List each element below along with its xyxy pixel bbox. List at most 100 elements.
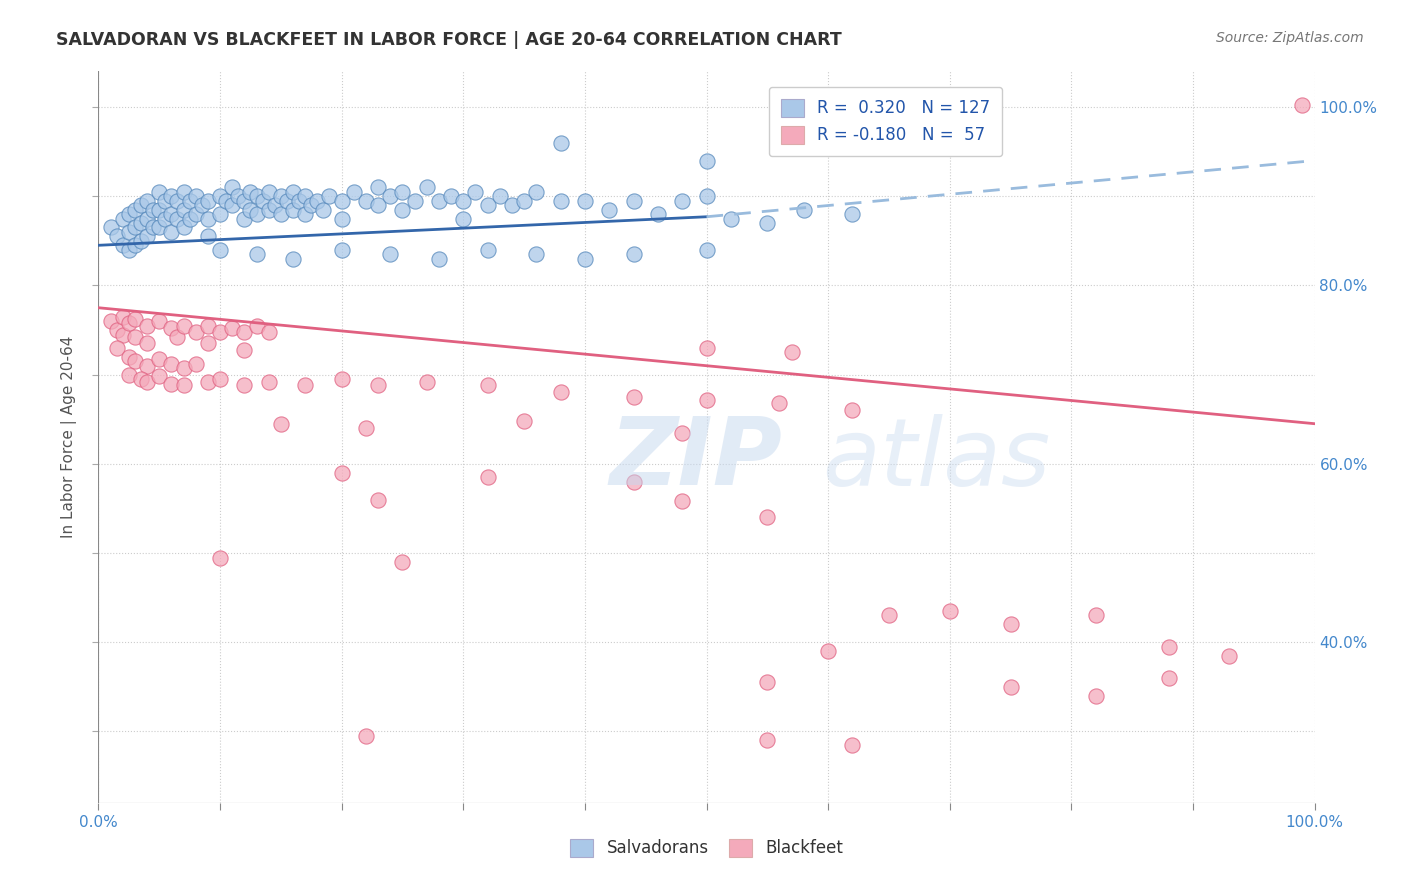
Point bbox=[841, 738, 863, 752]
Point bbox=[136, 359, 159, 373]
Point bbox=[756, 216, 779, 230]
Point bbox=[160, 207, 183, 221]
Point bbox=[136, 229, 159, 244]
Point bbox=[623, 247, 645, 261]
Point bbox=[477, 243, 499, 257]
Point bbox=[391, 555, 413, 569]
Point bbox=[524, 247, 547, 261]
Point bbox=[118, 316, 141, 330]
Point bbox=[136, 336, 159, 351]
Point bbox=[330, 372, 353, 386]
Point bbox=[877, 608, 900, 623]
Point bbox=[100, 314, 122, 328]
Point bbox=[245, 207, 267, 221]
Point bbox=[209, 189, 232, 203]
Point bbox=[427, 194, 450, 208]
Point bbox=[118, 207, 141, 221]
Point bbox=[756, 510, 779, 524]
Point bbox=[184, 207, 207, 221]
Point bbox=[780, 345, 803, 359]
Y-axis label: In Labor Force | Age 20-64: In Labor Force | Age 20-64 bbox=[60, 336, 77, 538]
Point bbox=[173, 220, 195, 235]
Point bbox=[623, 390, 645, 404]
Point bbox=[160, 376, 183, 391]
Point bbox=[330, 194, 353, 208]
Point bbox=[404, 194, 426, 208]
Point bbox=[111, 238, 134, 252]
Point bbox=[330, 211, 353, 226]
Point bbox=[263, 198, 285, 212]
Legend: Salvadorans, Blackfeet: Salvadorans, Blackfeet bbox=[564, 832, 849, 864]
Point bbox=[270, 189, 292, 203]
Point bbox=[197, 229, 219, 244]
Point bbox=[197, 318, 219, 333]
Point bbox=[330, 466, 353, 480]
Point bbox=[598, 202, 620, 217]
Point bbox=[1218, 648, 1240, 663]
Point bbox=[124, 220, 146, 235]
Point bbox=[105, 341, 128, 355]
Point bbox=[354, 729, 377, 743]
Point bbox=[756, 675, 779, 690]
Point bbox=[257, 375, 280, 389]
Point bbox=[166, 194, 188, 208]
Point bbox=[427, 252, 450, 266]
Point bbox=[380, 189, 402, 203]
Point bbox=[245, 247, 267, 261]
Point bbox=[209, 550, 232, 565]
Point bbox=[671, 494, 693, 508]
Point bbox=[148, 185, 170, 199]
Point bbox=[391, 202, 413, 217]
Point bbox=[100, 220, 122, 235]
Point bbox=[671, 425, 693, 440]
Point bbox=[233, 343, 256, 357]
Point bbox=[245, 319, 267, 334]
Point bbox=[184, 189, 207, 203]
Point bbox=[226, 189, 249, 203]
Point bbox=[173, 202, 195, 217]
Point bbox=[191, 198, 214, 212]
Point bbox=[118, 368, 141, 382]
Point bbox=[477, 378, 499, 392]
Point bbox=[1000, 617, 1022, 632]
Point bbox=[111, 211, 134, 226]
Point bbox=[155, 211, 177, 226]
Point bbox=[281, 252, 304, 266]
Point bbox=[299, 198, 322, 212]
Point bbox=[166, 330, 188, 344]
Point bbox=[148, 202, 170, 217]
Point bbox=[416, 375, 439, 389]
Point bbox=[1084, 689, 1107, 703]
Point bbox=[105, 323, 128, 337]
Point bbox=[155, 194, 177, 208]
Point bbox=[221, 198, 243, 212]
Point bbox=[111, 310, 134, 324]
Point bbox=[124, 330, 146, 344]
Point bbox=[550, 136, 572, 150]
Point bbox=[343, 185, 366, 199]
Point bbox=[209, 243, 232, 257]
Point bbox=[793, 202, 815, 217]
Point bbox=[477, 470, 499, 484]
Point bbox=[166, 211, 188, 226]
Point bbox=[160, 189, 183, 203]
Point bbox=[136, 375, 159, 389]
Point bbox=[239, 185, 262, 199]
Point bbox=[330, 243, 353, 257]
Point bbox=[148, 314, 170, 328]
Point bbox=[440, 189, 463, 203]
Point bbox=[239, 202, 262, 217]
Point bbox=[257, 202, 280, 217]
Point bbox=[623, 475, 645, 489]
Point bbox=[160, 357, 183, 371]
Point bbox=[1291, 98, 1313, 112]
Point bbox=[756, 733, 779, 747]
Text: atlas: atlas bbox=[823, 414, 1050, 505]
Point bbox=[453, 211, 475, 226]
Point bbox=[221, 180, 243, 194]
Point bbox=[354, 194, 377, 208]
Text: SALVADORAN VS BLACKFEET IN LABOR FORCE | AGE 20-64 CORRELATION CHART: SALVADORAN VS BLACKFEET IN LABOR FORCE |… bbox=[56, 31, 842, 49]
Point bbox=[118, 243, 141, 257]
Point bbox=[574, 194, 596, 208]
Point bbox=[233, 325, 256, 339]
